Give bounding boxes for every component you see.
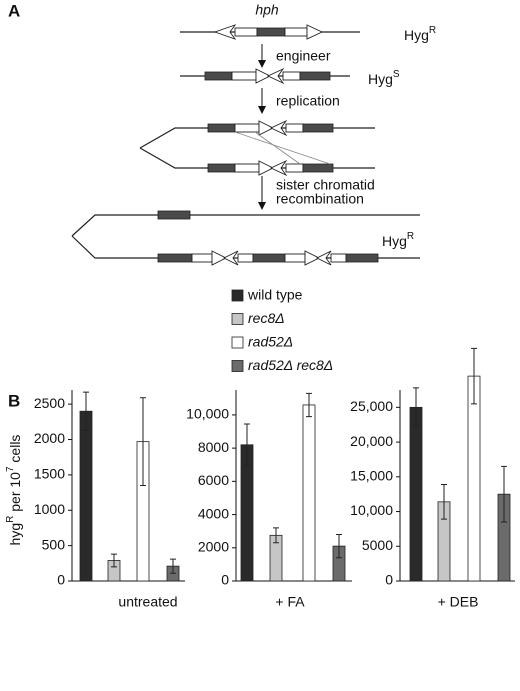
- y-tick-label: 5000: [362, 537, 393, 553]
- y-tick-label: 2500: [34, 395, 65, 411]
- error-bar: [336, 533, 342, 559]
- error-bar: [471, 347, 477, 405]
- y-label-part: cells: [7, 435, 23, 467]
- y-tick-label: 0: [57, 572, 65, 588]
- x-axis-label: + DEB: [438, 594, 479, 610]
- bar: [79, 410, 93, 582]
- bar: [409, 406, 423, 582]
- step-label: replication: [276, 93, 340, 109]
- y-tick-label: 0: [385, 572, 393, 588]
- error-bar: [140, 397, 146, 486]
- panel-label: A: [8, 1, 20, 20]
- error-bar: [413, 387, 419, 428]
- error-bar: [244, 423, 250, 467]
- y-tick-label: 1000: [34, 501, 65, 517]
- error-bar: [501, 465, 507, 523]
- y-label-part: per 10: [7, 472, 23, 516]
- legend-swatch: [231, 360, 244, 372]
- gene-label: hph: [255, 2, 279, 18]
- y-label-part: R: [5, 516, 16, 523]
- construct-2: [180, 67, 350, 85]
- construct-1: [180, 24, 360, 40]
- bar: [467, 375, 481, 582]
- legend-label: rec8Δ: [248, 310, 285, 326]
- legend-label: wild type: [247, 287, 303, 303]
- legend-swatch: [231, 313, 244, 325]
- y-tick-label: 6000: [198, 472, 229, 488]
- y-tick-label: 10,000: [350, 502, 393, 518]
- phenotype: HygS: [368, 69, 400, 87]
- x-axis-label: untreated: [118, 594, 177, 610]
- y-tick-label: 25,000: [350, 398, 393, 414]
- y-tick-label: 0: [221, 572, 229, 588]
- phenotype: HygR: [382, 231, 414, 249]
- panel-label: B: [8, 391, 20, 410]
- y-axis-label: hygR per 107 cells: [5, 435, 23, 546]
- error-bar: [306, 392, 312, 418]
- y-tick-label: 1500: [34, 466, 65, 482]
- legend-swatch: [231, 336, 244, 349]
- legend-label: rad52Δ: [248, 334, 293, 350]
- y-tick-label: 4000: [198, 505, 229, 521]
- error-bar: [83, 391, 89, 431]
- error-bar: [170, 558, 176, 574]
- step-label: recombination: [276, 191, 364, 207]
- y-tick-label: 20,000: [350, 433, 393, 449]
- legend: wild type rec8Δ rad52Δ rad52Δ rec8Δ: [231, 287, 333, 373]
- legend-swatch: [231, 289, 244, 302]
- y-label-part: hyg: [7, 523, 23, 546]
- error-bar: [273, 527, 279, 544]
- error-bar: [111, 553, 117, 568]
- x-axis-label: + FA: [275, 594, 305, 610]
- step-label: engineer: [276, 48, 331, 64]
- y-tick-label: 10,000: [186, 406, 229, 422]
- phenotype: HygR: [404, 25, 436, 43]
- y-label-part: 7: [5, 466, 16, 472]
- y-tick-label: 2000: [198, 538, 229, 554]
- y-tick-label: 500: [42, 536, 66, 552]
- recombinant-chromatids: [71, 210, 420, 266]
- bar: [302, 404, 316, 582]
- y-tick-label: 2000: [34, 430, 65, 446]
- step-label: sister chromatid: [276, 177, 375, 193]
- error-bar: [441, 483, 447, 520]
- y-tick-label: 8000: [198, 439, 229, 455]
- legend-label: rad52Δ rec8Δ: [248, 357, 333, 373]
- y-tick-label: 15,000: [350, 468, 393, 484]
- sister-chromatids: [139, 119, 375, 177]
